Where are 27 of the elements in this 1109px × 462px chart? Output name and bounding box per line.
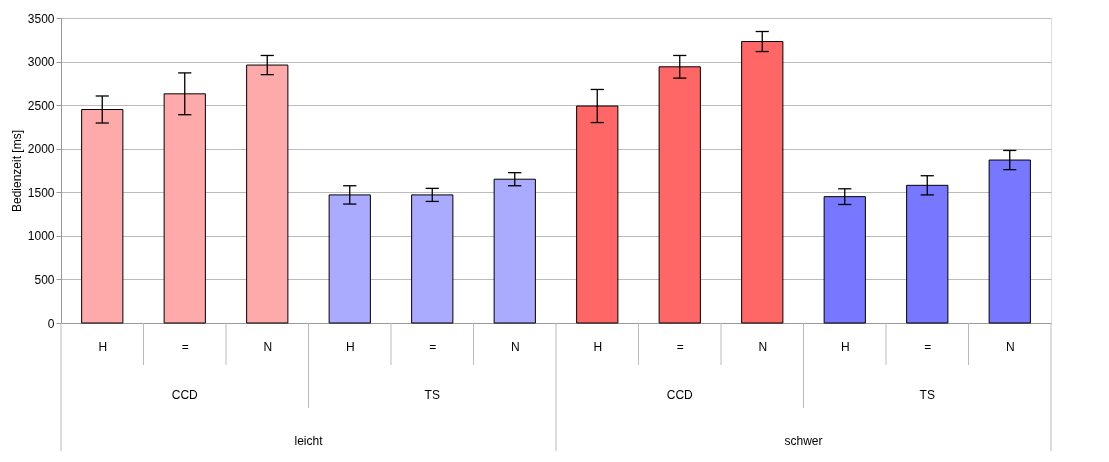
y-tick-label: 3500 [27, 11, 55, 26]
y-tick-label: 1000 [27, 229, 55, 244]
text: CCD [666, 388, 694, 402]
y-tick-label: 1500 [27, 185, 55, 200]
y-axis-title: Bedienzeit [ms] [9, 129, 24, 213]
x-tick-label: = [676, 339, 684, 354]
text: CCD [171, 388, 199, 402]
y-tick-label: 3000 [27, 55, 55, 70]
x-tick-label: N [263, 339, 273, 354]
y-tick-label: 500 [34, 272, 55, 287]
text: schwer [784, 434, 823, 448]
x-tick-label: = [429, 339, 437, 354]
text: TS [919, 388, 935, 402]
y-tick-label: 2500 [27, 98, 55, 113]
x-tick-label: H [593, 339, 603, 354]
text: TS [424, 388, 440, 402]
x-tick-label: H [98, 339, 108, 354]
x-tick-label: = [924, 339, 932, 354]
x-tick-label: = [181, 339, 189, 354]
x-tick-label: N [510, 339, 520, 354]
text: leicht [294, 434, 324, 448]
x-tick-label: H [840, 339, 850, 354]
x-tick-label: N [758, 339, 768, 354]
y-tick-label: 0 [47, 316, 55, 331]
x-tick-label: N [1005, 339, 1015, 354]
x-tick-label: H [345, 339, 355, 354]
y-tick-label: 2000 [27, 142, 55, 157]
